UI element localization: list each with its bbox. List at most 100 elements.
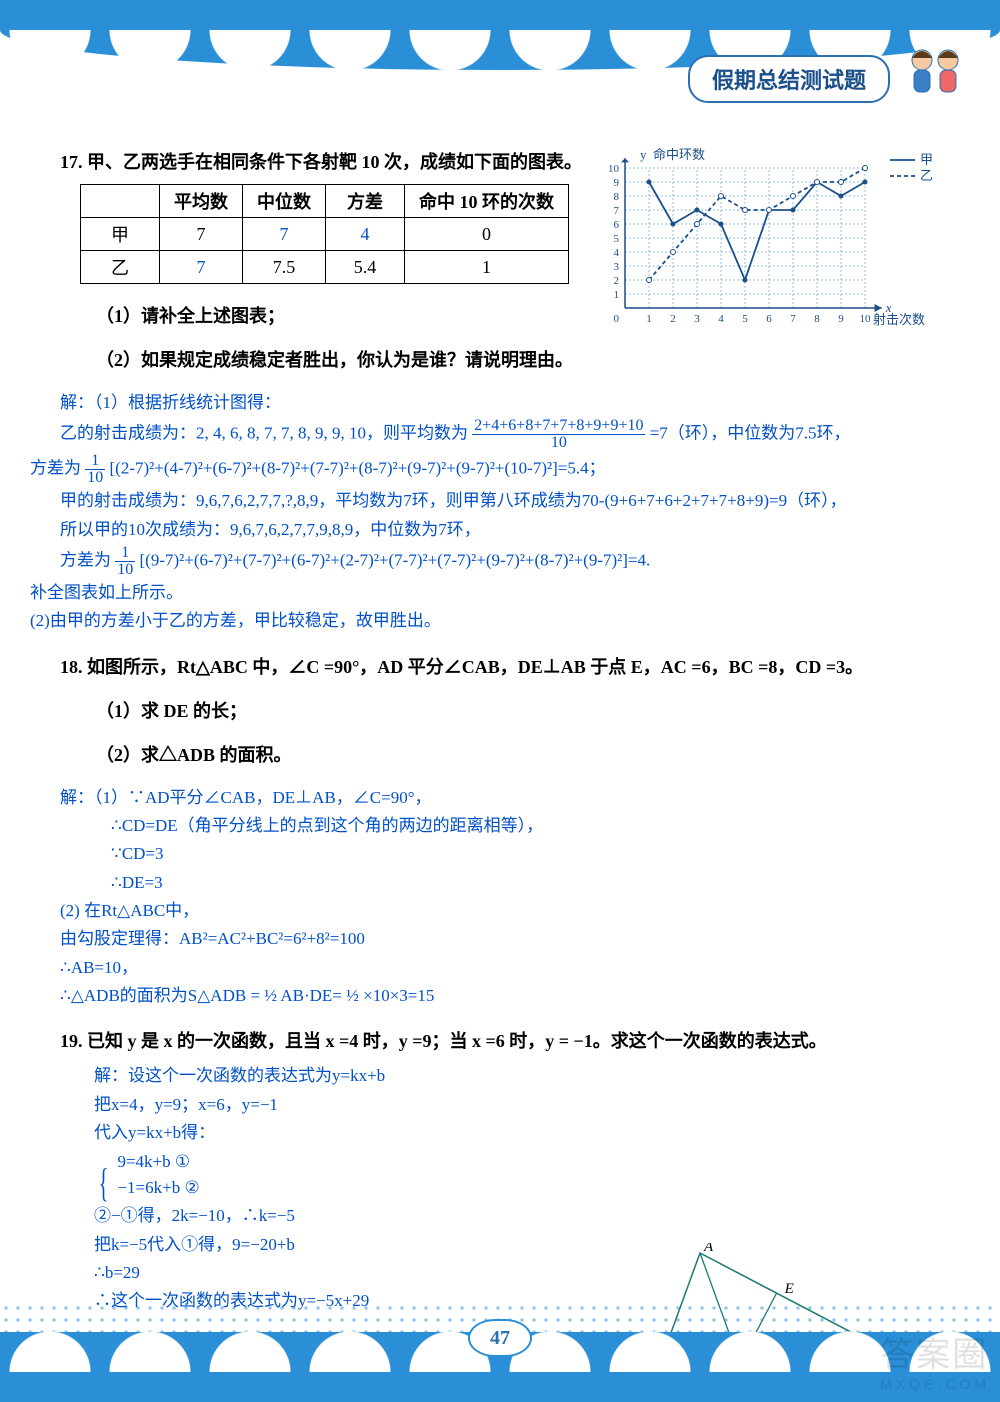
th-ten: 命中 10 环的次数 — [405, 185, 569, 218]
sol-line: ∴△ADB的面积为S△ADB = ½ AB·DE= ½ ×10×3=15 — [60, 983, 950, 1009]
question-18: 18. 如图所示，Rt△ABC 中，∠C =90°，AD 平分∠CAB，DE⊥A… — [60, 653, 950, 1010]
q17-chart: 12345678910123456789100y命中环数x射击次数甲乙 — [580, 148, 950, 338]
q17-table: 平均数 中位数 方差 命中 10 环的次数 甲 7 7 4 0 乙 7 7.5 … — [80, 184, 569, 284]
th-avg: 平均数 — [160, 185, 243, 218]
q17-solution: 解：（1）根据折线统计图得： 乙的射击成绩为：2, 4, 6, 8, 7, 7,… — [60, 390, 950, 635]
svg-text:8: 8 — [614, 191, 620, 203]
sol-line: (2)由甲的方差小于乙的方差，甲比较稳定，故甲胜出。 — [30, 608, 950, 634]
svg-text:乙: 乙 — [920, 168, 933, 183]
th-blank — [81, 185, 160, 218]
svg-text:甲: 甲 — [920, 152, 933, 167]
brace-icon: { — [99, 1173, 109, 1193]
sol-line: 把x=4，y=9；x=6，y=−1 — [94, 1092, 950, 1118]
cell: 乙 — [81, 251, 160, 284]
sol-line: 把k=−5代入①得，9=−20+b — [94, 1232, 950, 1258]
sol-line: ∴DE=3 — [111, 870, 950, 896]
chapter-badge: 假期总结测试题 — [688, 55, 890, 103]
sol-line: 补全图表如上所示。 — [30, 580, 950, 606]
svg-text:4: 4 — [718, 313, 724, 325]
svg-text:2: 2 — [670, 313, 676, 325]
cell: 7 — [160, 218, 243, 251]
svg-text:10: 10 — [608, 163, 620, 175]
question-17: 17. 甲、乙两选手在相同条件下各射靶 10 次，成绩如下面的图表。 平均数 中… — [60, 148, 950, 635]
q17-number: 17. — [60, 152, 83, 172]
sol-line: 解：（1）根据折线统计图得： — [60, 390, 950, 416]
q18-solution: 解：（1）∵AD平分∠CAB，DE⊥AB，∠C=90°， ∴CD=DE（角平分线… — [60, 785, 950, 1010]
sol-line: ∴AB=10， — [60, 955, 950, 981]
sol-line: (2) 在Rt△ABC中， — [60, 898, 950, 924]
question-19: 19. 已知 y 是 x 的一次函数，且当 x =4 时，y =9；当 x =6… — [60, 1027, 950, 1314]
watermark: 答案圈 MXQE.COM — [880, 1327, 990, 1392]
svg-text:6: 6 — [614, 219, 620, 231]
fraction: 110 — [115, 545, 135, 578]
watermark-url: MXQE.COM — [880, 1376, 990, 1392]
cell: 1 — [405, 251, 569, 284]
frac-d: 10 — [115, 562, 135, 578]
cell: 0 — [405, 218, 569, 251]
q19-solution: 解：设这个一次函数的表达式为y=kx+b 把x=4，y=9；x=6，y=−1 代… — [94, 1063, 950, 1314]
table-row: 甲 7 7 4 0 — [81, 218, 569, 251]
q18-sub1: （1）求 DE 的长； — [96, 701, 247, 721]
fraction: 110 — [85, 453, 105, 486]
watermark-text: 答案圈 — [880, 1336, 988, 1374]
svg-text:2: 2 — [614, 275, 620, 287]
q19-number: 19. — [60, 1031, 83, 1051]
sol-line: 乙的射击成绩为：2, 4, 6, 8, 7, 7, 8, 9, 9, 10，则平… — [60, 424, 472, 443]
q17-text: 甲、乙两选手在相同条件下各射靶 10 次，成绩如下面的图表。 — [87, 152, 582, 172]
sol-line: =7（环），中位数为7.5环， — [650, 424, 851, 443]
svg-text:命中环数: 命中环数 — [653, 148, 705, 162]
svg-text:y: y — [640, 148, 647, 162]
frac-d: 10 — [85, 470, 105, 486]
sol-line: ∴b=29 — [94, 1260, 950, 1286]
sol-line: 方差为 — [60, 550, 111, 569]
svg-text:9: 9 — [838, 313, 844, 325]
cell: 7 — [243, 218, 326, 251]
sol-line: 解：（1）∵AD平分∠CAB，DE⊥AB，∠C=90°， — [60, 785, 950, 811]
q17-sub2: （2）如果规定成绩稳定者胜出，你认为是谁？请说明理由。 — [96, 350, 573, 370]
sol-line: 由勾股定理得：AB²=AC²+BC²=6²+8²=100 — [60, 926, 950, 952]
svg-text:4: 4 — [614, 247, 620, 259]
q18-sub2: （2）求△ADB 的面积。 — [96, 745, 292, 765]
sol-line: 方差为 — [30, 459, 81, 478]
sol-line: 所以甲的10次成绩为：9,6,7,6,2,7,7,9,8,9，中位数为7环， — [60, 517, 950, 543]
svg-text:0: 0 — [614, 313, 620, 325]
sol-line: 代入y=kx+b得： — [94, 1120, 950, 1146]
cell: 7 — [160, 251, 243, 284]
frac-n: 1 — [115, 545, 135, 562]
kids-icon — [900, 40, 970, 110]
q18-text: 如图所示，Rt△ABC 中，∠C =90°，AD 平分∠CAB，DE⊥AB 于点… — [87, 657, 863, 677]
svg-text:7: 7 — [614, 205, 620, 217]
cell: 甲 — [81, 218, 160, 251]
q18-number: 18. — [60, 657, 83, 677]
page-number: 47 — [468, 1319, 532, 1357]
svg-text:1: 1 — [646, 313, 652, 325]
sol-line: 解：设这个一次函数的表达式为y=kx+b — [94, 1063, 950, 1089]
svg-text:5: 5 — [742, 313, 748, 325]
svg-text:3: 3 — [614, 261, 620, 273]
svg-text:6: 6 — [766, 313, 772, 325]
sol-line: 甲的射击成绩为：9,6,7,6,2,7,7,?,8,9，平均数为7环，则甲第八环… — [60, 488, 950, 514]
th-median: 中位数 — [243, 185, 326, 218]
q19-text: 已知 y 是 x 的一次函数，且当 x =4 时，y =9；当 x =6 时，y… — [87, 1031, 827, 1051]
svg-text:7: 7 — [790, 313, 796, 325]
frac-n: 2+4+6+8+7+7+8+9+9+10 — [472, 418, 645, 435]
svg-text:8: 8 — [814, 313, 820, 325]
sol-line: −1=6k+b ② — [117, 1178, 199, 1197]
svg-text:1: 1 — [614, 289, 620, 301]
table-row: 乙 7 7.5 5.4 1 — [81, 251, 569, 284]
cell: 5.4 — [326, 251, 405, 284]
cell: 4 — [326, 218, 405, 251]
svg-text:9: 9 — [614, 177, 620, 189]
th-var: 方差 — [326, 185, 405, 218]
svg-text:射击次数: 射击次数 — [873, 312, 925, 327]
sol-line: ②−①得，2k=−10，∴k=−5 — [94, 1203, 950, 1229]
frac-n: 1 — [85, 453, 105, 470]
frac-d: 10 — [472, 435, 645, 451]
q17-sub1: （1）请补全上述图表； — [96, 306, 285, 326]
sol-line: 9=4k+b ① — [117, 1152, 190, 1171]
svg-text:10: 10 — [860, 313, 872, 325]
sol-line: [(2-7)²+(4-7)²+(6-7)²+(8-7)²+(7-7)²+(8-7… — [110, 459, 606, 478]
sol-line: ∵CD=3 — [111, 841, 950, 867]
sol-line: ∴CD=DE（角平分线上的点到这个角的两边的距离相等）， — [111, 813, 950, 839]
fraction: 2+4+6+8+7+7+8+9+9+1010 — [472, 418, 645, 451]
